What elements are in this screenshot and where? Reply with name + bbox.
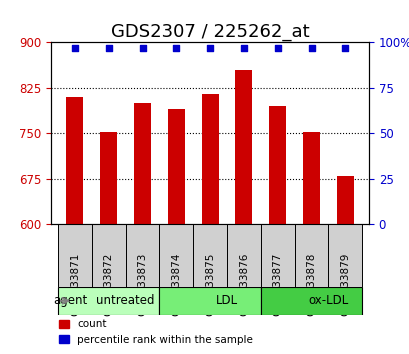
FancyBboxPatch shape (260, 286, 362, 315)
Point (274, 45, 280, 51)
Text: GSM133875: GSM133875 (204, 252, 215, 316)
Text: GSM133873: GSM133873 (137, 252, 147, 316)
Point (105, 45, 112, 51)
Legend: count, percentile rank within the sample: count, percentile rank within the sample (54, 315, 257, 349)
Text: agent: agent (53, 294, 87, 307)
Bar (269, 106, 285, 224)
FancyBboxPatch shape (92, 224, 125, 286)
Point (341, 45, 348, 51)
Text: ox-LDL: ox-LDL (308, 294, 348, 307)
Text: GSM133874: GSM133874 (171, 252, 181, 316)
Text: GSM133871: GSM133871 (70, 252, 80, 316)
Text: GSM133877: GSM133877 (272, 252, 282, 316)
Text: GSM133876: GSM133876 (238, 252, 248, 316)
FancyBboxPatch shape (260, 224, 294, 286)
Text: GSM133872: GSM133872 (103, 252, 113, 316)
Bar (100, 132, 117, 224)
FancyBboxPatch shape (58, 224, 92, 286)
FancyBboxPatch shape (159, 286, 260, 315)
Bar (235, 70, 252, 224)
FancyBboxPatch shape (58, 286, 159, 315)
Point (139, 45, 146, 51)
Point (173, 45, 179, 51)
Bar (201, 94, 218, 224)
FancyBboxPatch shape (294, 224, 328, 286)
Text: GSM133878: GSM133878 (306, 252, 316, 316)
FancyBboxPatch shape (159, 224, 193, 286)
Point (308, 45, 314, 51)
Bar (134, 103, 151, 224)
Text: LDL: LDL (216, 294, 238, 307)
FancyBboxPatch shape (328, 224, 362, 286)
Point (207, 45, 213, 51)
FancyBboxPatch shape (227, 224, 260, 286)
FancyBboxPatch shape (193, 224, 227, 286)
Bar (302, 132, 319, 224)
Bar (66, 97, 83, 224)
Bar (167, 109, 184, 224)
Text: GSM133879: GSM133879 (339, 252, 349, 316)
Point (72, 45, 78, 51)
FancyBboxPatch shape (125, 224, 159, 286)
Title: GDS2307 / 225262_at: GDS2307 / 225262_at (110, 23, 309, 41)
Text: untreated: untreated (96, 294, 155, 307)
Bar (336, 176, 353, 224)
Point (240, 45, 247, 51)
